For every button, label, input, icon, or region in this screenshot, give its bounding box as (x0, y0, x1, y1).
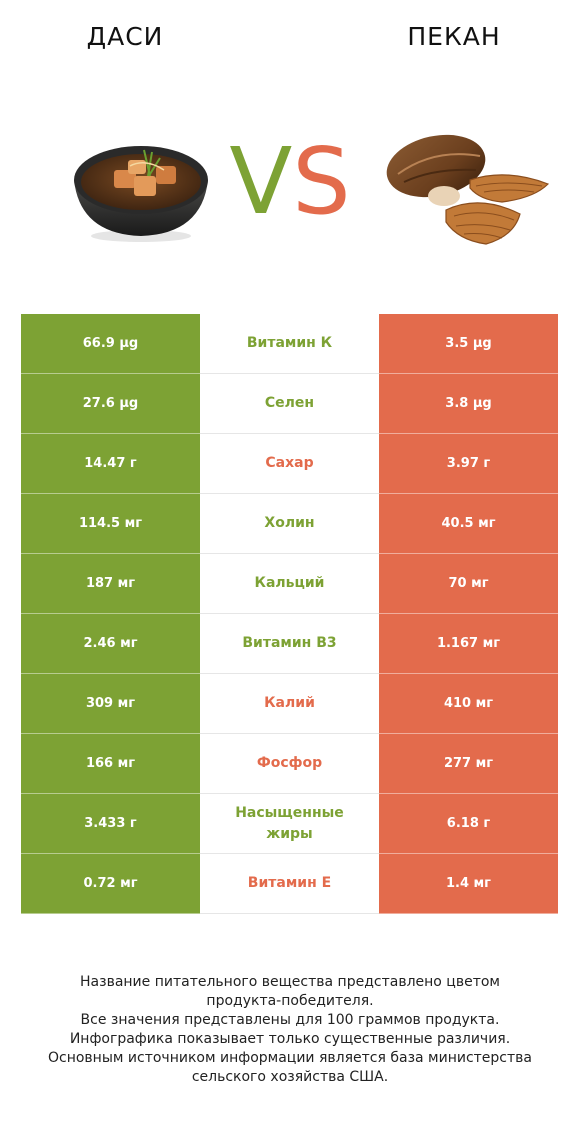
left-value-cell: 187 мг (21, 554, 200, 614)
right-value-cell: 1.4 мг (379, 854, 558, 914)
table-row: 166 мг Фосфор 277 мг (21, 734, 558, 794)
nutrient-name-cell: Кальций (200, 554, 379, 614)
right-value-cell: 3.8 µg (379, 374, 558, 434)
right-value-cell: 70 мг (379, 554, 558, 614)
nutrient-name-cell: Фосфор (200, 734, 379, 794)
vs-label: VS (220, 132, 360, 232)
right-value-cell: 410 мг (379, 674, 558, 734)
table-row: 309 мг Калий 410 мг (21, 674, 558, 734)
nutrient-name-cell: Витамин B3 (200, 614, 379, 674)
vs-s-letter: S (292, 128, 351, 235)
table-row: 27.6 µg Селен 3.8 µg (21, 374, 558, 434)
table-row: 114.5 мг Холин 40.5 мг (21, 494, 558, 554)
left-value-cell: 0.72 мг (21, 854, 200, 914)
right-value-cell: 1.167 мг (379, 614, 558, 674)
left-value-cell: 114.5 мг (21, 494, 200, 554)
footer-line: Название питательного вещества представл… (80, 974, 500, 990)
right-food-title: ПЕКАН (407, 22, 501, 51)
left-value-cell: 14.47 г (21, 434, 200, 494)
table-row: 2.46 мг Витамин B3 1.167 мг (21, 614, 558, 674)
table-row: 3.433 г Насыщенные жиры 6.18 г (21, 794, 558, 854)
footer-line: Основным источником информации является … (48, 1050, 532, 1066)
left-value-cell: 309 мг (21, 674, 200, 734)
left-food-title: ДАСИ (86, 22, 164, 51)
nutrient-name-cell: Калий (200, 674, 379, 734)
right-value-cell: 277 мг (379, 734, 558, 794)
footer-line: продукта-победителя. (206, 993, 374, 1009)
vs-v-letter: V (229, 128, 293, 235)
nutrient-name-cell: Холин (200, 494, 379, 554)
nutrient-name-cell: Сахар (200, 434, 379, 494)
left-value-cell: 166 мг (21, 734, 200, 794)
footer-line: Инфографика показывает только существенн… (69, 1031, 511, 1047)
table-row: 66.9 µg Витамин К 3.5 µg (21, 314, 558, 374)
pecan-nuts-image (386, 134, 550, 245)
nutrient-name-cell: Витамин К (200, 314, 379, 374)
nutrient-name-cell: Насыщенные жиры (200, 794, 379, 854)
comparison-table: 66.9 µg Витамин К 3.5 µg 27.6 µg Селен 3.8 µg… (21, 314, 558, 914)
left-value-cell: 27.6 µg (21, 374, 200, 434)
table-row: 14.47 г Сахар 3.97 г (21, 434, 558, 494)
right-value-cell: 3.97 г (379, 434, 558, 494)
nutrient-name-cell: Селен (200, 374, 379, 434)
left-value-cell: 3.433 г (21, 794, 200, 854)
right-value-cell: 6.18 г (379, 794, 558, 854)
footer-notes: Название питательного вещества представл… (0, 973, 580, 1087)
table-row: 187 мг Кальций 70 мг (21, 554, 558, 614)
left-value-cell: 2.46 мг (21, 614, 200, 674)
right-value-cell: 40.5 мг (379, 494, 558, 554)
footer-line: Все значения представлены для 100 граммо… (80, 1012, 500, 1028)
dashi-bowl-image (74, 146, 208, 242)
nutrient-name-cell: Витамин E (200, 854, 379, 914)
footer-line: сельского хозяйства США. (191, 1069, 389, 1085)
right-value-cell: 3.5 µg (379, 314, 558, 374)
table-row: 0.72 мг Витамин E 1.4 мг (21, 854, 558, 914)
left-value-cell: 66.9 µg (21, 314, 200, 374)
